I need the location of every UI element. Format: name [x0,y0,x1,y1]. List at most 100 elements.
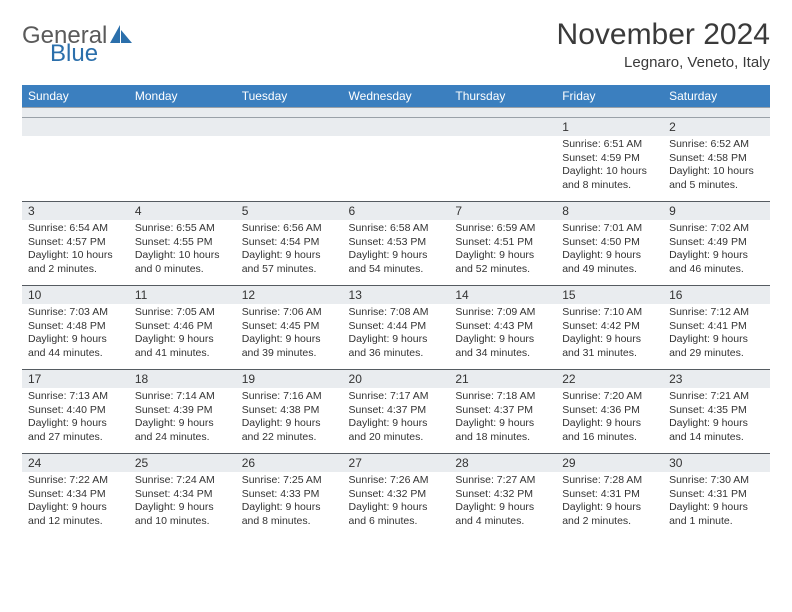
day-details: Sunrise: 7:12 AMSunset: 4:41 PMDaylight:… [663,304,770,365]
sunset-line: Sunset: 4:49 PM [669,236,764,250]
sunset-line: Sunset: 4:45 PM [242,320,337,334]
sunset-line: Sunset: 4:34 PM [28,488,123,502]
day-number: 7 [449,202,556,220]
day-number: 12 [236,286,343,304]
sunrise-line: Sunrise: 7:02 AM [669,222,764,236]
sunset-line: Sunset: 4:40 PM [28,404,123,418]
header-spacer [22,108,770,118]
day-number: 29 [556,454,663,472]
daylight-line: Daylight: 9 hours and 18 minutes. [455,417,550,444]
day-number: 15 [556,286,663,304]
daylight-line: Daylight: 10 hours and 8 minutes. [562,165,657,192]
sunrise-line: Sunrise: 7:01 AM [562,222,657,236]
day-cell: 13 Sunrise: 7:08 AMSunset: 4:44 PMDayligh… [343,286,450,370]
sunset-line: Sunset: 4:55 PM [135,236,230,250]
sunrise-line: Sunrise: 7:08 AM [349,306,444,320]
sunset-line: Sunset: 4:44 PM [349,320,444,334]
daylight-line: Daylight: 9 hours and 29 minutes. [669,333,764,360]
day-number: 17 [22,370,129,388]
sunset-line: Sunset: 4:42 PM [562,320,657,334]
day-number: 18 [129,370,236,388]
day-cell: 8Sunrise: 7:01 AMSunset: 4:50 PMDaylight… [556,202,663,286]
day-header: Friday [556,85,663,108]
daylight-line: Daylight: 9 hours and 39 minutes. [242,333,337,360]
day-cell: 16Sunrise: 7:12 AMSunset: 4:41 PMDayligh… [663,286,770,370]
day-header: Monday [129,85,236,108]
day-cell: 28Sunrise: 7:27 AMSunset: 4:32 PMDayligh… [449,454,556,538]
empty-cell [22,118,129,202]
sunrise-line: Sunrise: 7:12 AM [669,306,764,320]
day-number: 3 [22,202,129,220]
day-details: Sunrise: 6:51 AMSunset: 4:59 PMDaylight:… [556,136,663,197]
daylight-line: Daylight: 9 hours and 34 minutes. [455,333,550,360]
week-row: 10Sunrise: 7:03 AMSunset: 4:48 PMDayligh… [22,286,770,370]
sunset-line: Sunset: 4:59 PM [562,152,657,166]
day-header-row: SundayMondayTuesdayWednesdayThursdayFrid… [22,85,770,108]
day-number [449,118,556,136]
empty-cell [343,118,450,202]
day-number [129,118,236,136]
day-number: 6 [343,202,450,220]
sunrise-line: Sunrise: 6:55 AM [135,222,230,236]
day-header: Thursday [449,85,556,108]
sunset-line: Sunset: 4:32 PM [455,488,550,502]
day-cell: 3Sunrise: 6:54 AMSunset: 4:57 PMDaylight… [22,202,129,286]
sunrise-line: Sunrise: 7:27 AM [455,474,550,488]
day-details: Sunrise: 7:14 AMSunset: 4:39 PMDaylight:… [129,388,236,449]
sunset-line: Sunset: 4:39 PM [135,404,230,418]
daylight-line: Daylight: 9 hours and 36 minutes. [349,333,444,360]
day-cell: 23Sunrise: 7:21 AMSunset: 4:35 PMDayligh… [663,370,770,454]
sunrise-line: Sunrise: 7:18 AM [455,390,550,404]
sunrise-line: Sunrise: 6:56 AM [242,222,337,236]
day-number: 4 [129,202,236,220]
sunset-line: Sunset: 4:53 PM [349,236,444,250]
sunset-line: Sunset: 4:43 PM [455,320,550,334]
daylight-line: Daylight: 9 hours and 57 minutes. [242,249,337,276]
daylight-line: Daylight: 10 hours and 2 minutes. [28,249,123,276]
sunrise-line: Sunrise: 7:14 AM [135,390,230,404]
daylight-line: Daylight: 9 hours and 41 minutes. [135,333,230,360]
header: General Blue November 2024 Legnaro, Vene… [22,18,770,71]
day-cell: 9Sunrise: 7:02 AMSunset: 4:49 PMDaylight… [663,202,770,286]
day-cell: 10Sunrise: 7:03 AMSunset: 4:48 PMDayligh… [22,286,129,370]
day-cell: 18Sunrise: 7:14 AMSunset: 4:39 PMDayligh… [129,370,236,454]
calendar-table: SundayMondayTuesdayWednesdayThursdayFrid… [22,85,770,538]
day-details: Sunrise: 7:05 AMSunset: 4:46 PMDaylight:… [129,304,236,365]
day-number: 25 [129,454,236,472]
daylight-line: Daylight: 10 hours and 0 minutes. [135,249,230,276]
day-details: Sunrise: 7:22 AMSunset: 4:34 PMDaylight:… [22,472,129,533]
day-cell: 4 Sunrise: 6:55 AMSunset: 4:55 PMDaylight… [129,202,236,286]
day-details: Sunrise: 7:10 AMSunset: 4:42 PMDaylight:… [556,304,663,365]
daylight-line: Daylight: 9 hours and 31 minutes. [562,333,657,360]
sunrise-line: Sunrise: 7:28 AM [562,474,657,488]
sunset-line: Sunset: 4:54 PM [242,236,337,250]
daylight-line: Daylight: 9 hours and 1 minute. [669,501,764,528]
sunrise-line: Sunrise: 6:52 AM [669,138,764,152]
day-cell: 14Sunrise: 7:09 AMSunset: 4:43 PMDayligh… [449,286,556,370]
month-title: November 2024 [557,18,770,52]
day-cell: 12 Sunrise: 7:06 AMSunset: 4:45 PMDayligh… [236,286,343,370]
day-details: Sunrise: 7:21 AMSunset: 4:35 PMDaylight:… [663,388,770,449]
sunset-line: Sunset: 4:46 PM [135,320,230,334]
day-number [343,118,450,136]
sunset-line: Sunset: 4:36 PM [562,404,657,418]
day-details: Sunrise: 7:24 AMSunset: 4:34 PMDaylight:… [129,472,236,533]
sunset-line: Sunset: 4:31 PM [562,488,657,502]
daylight-line: Daylight: 9 hours and 44 minutes. [28,333,123,360]
sunrise-line: Sunrise: 7:06 AM [242,306,337,320]
sunset-line: Sunset: 4:33 PM [242,488,337,502]
logo: General Blue [22,18,132,66]
day-cell: 29Sunrise: 7:28 AMSunset: 4:31 PMDayligh… [556,454,663,538]
day-cell: 15Sunrise: 7:10 AMSunset: 4:42 PMDayligh… [556,286,663,370]
sunset-line: Sunset: 4:38 PM [242,404,337,418]
daylight-line: Daylight: 10 hours and 5 minutes. [669,165,764,192]
day-details: Sunrise: 7:16 AMSunset: 4:38 PMDaylight:… [236,388,343,449]
day-number [236,118,343,136]
empty-cell [129,118,236,202]
day-number: 21 [449,370,556,388]
day-details: Sunrise: 6:59 AMSunset: 4:51 PMDaylight:… [449,220,556,281]
title-block: November 2024 Legnaro, Veneto, Italy [557,18,770,71]
empty-cell [449,118,556,202]
day-number: 13 [343,286,450,304]
sunrise-line: Sunrise: 7:17 AM [349,390,444,404]
